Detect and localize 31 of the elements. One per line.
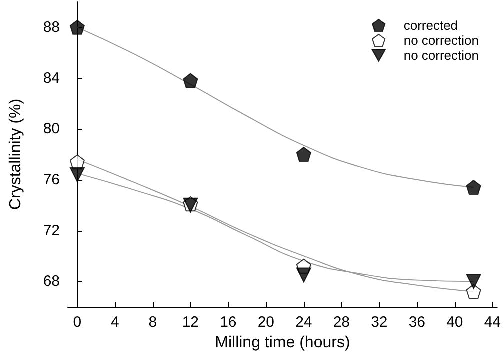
point	[296, 268, 312, 283]
x-tick-label: 12	[182, 314, 200, 331]
point	[296, 147, 312, 162]
x-tick-label: 8	[148, 314, 158, 331]
point	[70, 20, 85, 35]
x-axis-title: Milling time (hours)	[215, 334, 350, 352]
x-tick-label: 4	[111, 314, 120, 331]
y-tick-label: 88	[43, 18, 60, 36]
x-tick-label: 28	[333, 314, 350, 331]
point	[70, 167, 85, 182]
x-tick-label: 0	[73, 314, 82, 331]
y-tick-label: 84	[43, 70, 60, 87]
y-tick-label: 68	[43, 273, 60, 290]
x-tick-label: 44	[484, 314, 502, 331]
x-tick-label: 36	[408, 314, 426, 331]
y-axis-title: Crystallinity (%)	[8, 98, 24, 210]
x-tick-label: 16	[220, 314, 237, 331]
point	[466, 274, 482, 290]
legend-label: no correction	[404, 33, 480, 48]
point	[466, 180, 482, 196]
legend-label: corrected	[404, 18, 458, 33]
x-tick-label: 32	[371, 314, 388, 331]
point	[183, 73, 198, 88]
x-tick-label: 20	[258, 314, 275, 331]
point	[466, 284, 482, 300]
y-tick-label: 76	[43, 171, 60, 188]
y-tick-label: 80	[43, 120, 60, 138]
x-tick-label: 40	[446, 314, 464, 331]
legend-label: no correction	[404, 48, 480, 63]
y-tick-label: 72	[43, 222, 60, 240]
x-tick-label: 24	[296, 314, 312, 331]
